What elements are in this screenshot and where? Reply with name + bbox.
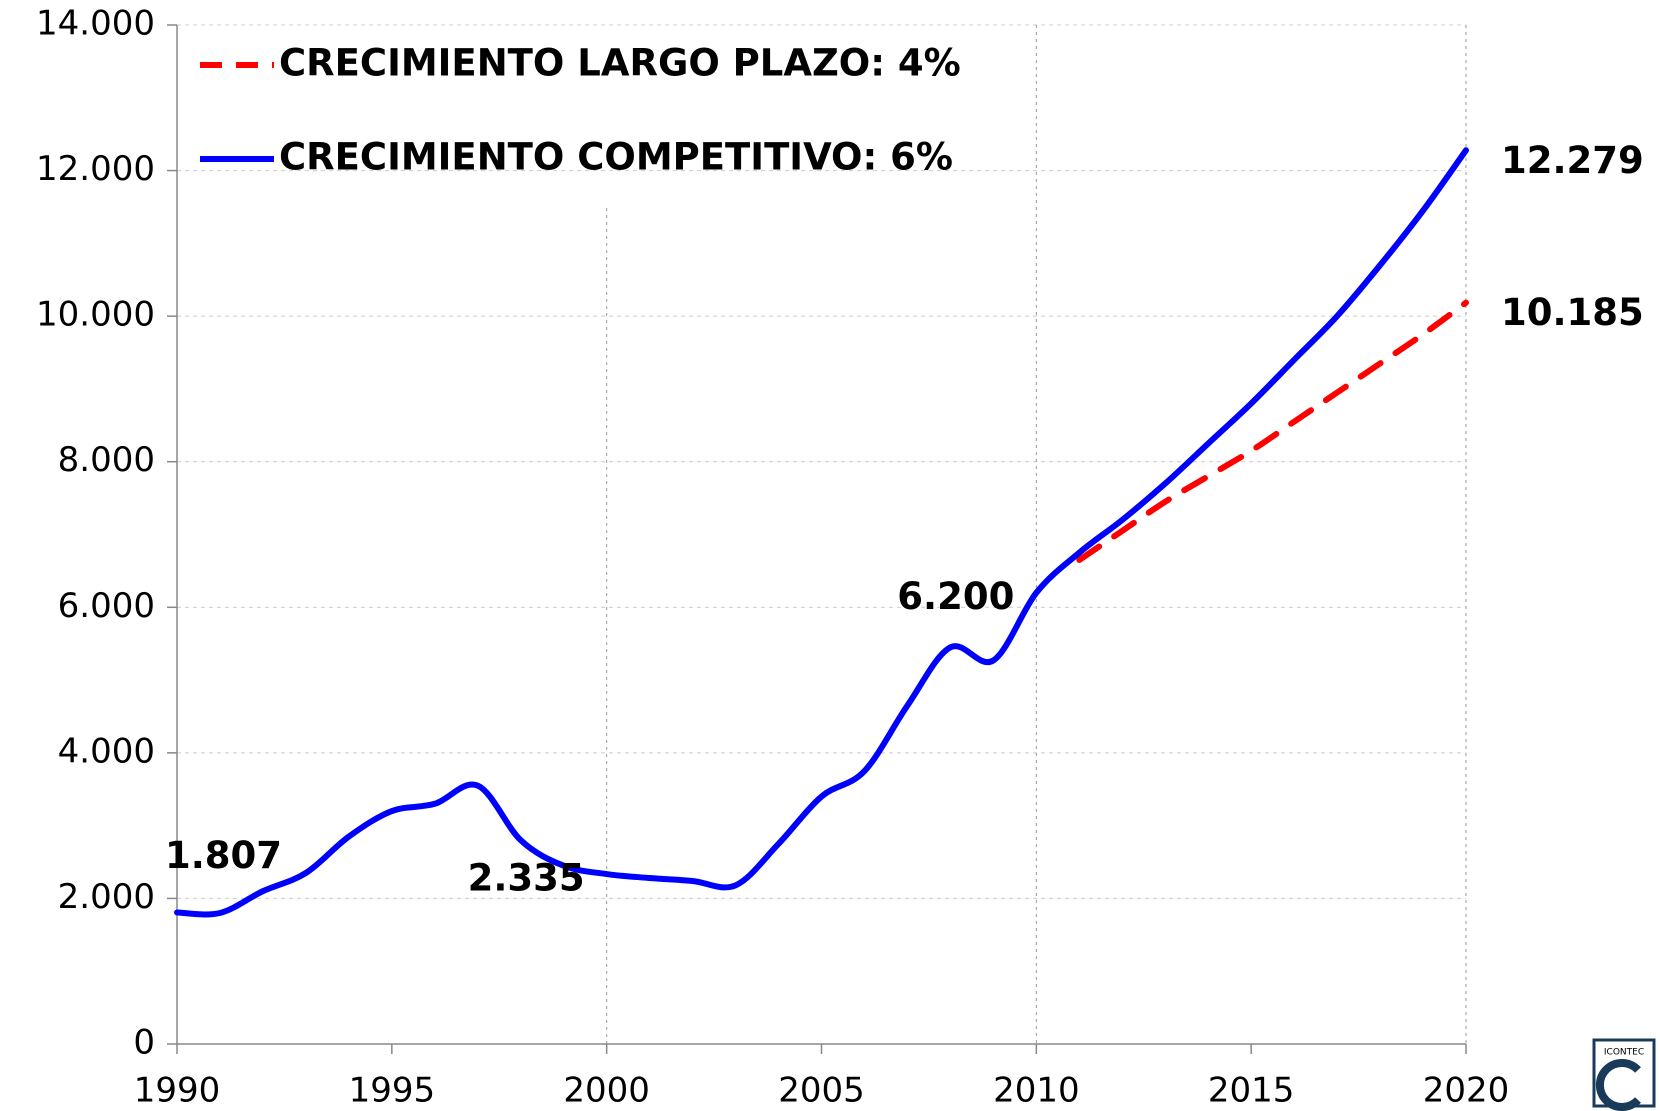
x-tick-label: 2020 xyxy=(1423,1071,1510,1111)
y-tick-label: 4.000 xyxy=(58,731,155,771)
legend-label: CRECIMIENTO LARGO PLAZO: 4% xyxy=(279,42,961,85)
x-tick-label: 2010 xyxy=(993,1071,1080,1111)
data-label: 6.200 xyxy=(897,575,1014,618)
y-tick-label: 12.000 xyxy=(36,149,155,189)
data-label: 2.335 xyxy=(468,857,585,900)
logo-text: ICONTEC xyxy=(1604,1048,1644,1058)
y-tick-label: 6.000 xyxy=(58,586,155,626)
logo-mark xyxy=(1595,1059,1641,1111)
y-tick-label: 2.000 xyxy=(58,877,155,917)
x-tick-label: 1990 xyxy=(134,1071,221,1111)
logo: ICONTEC xyxy=(1592,1038,1656,1111)
series-line xyxy=(1076,299,1469,563)
legend-label: CRECIMIENTO COMPETITIVO: 6% xyxy=(279,136,953,179)
y-tick-label: 10.000 xyxy=(36,295,155,335)
y-tick-label: 14.000 xyxy=(36,4,155,44)
data-label: 12.279 xyxy=(1501,139,1644,182)
data-label: 10.185 xyxy=(1501,291,1644,334)
x-tick-label: 2015 xyxy=(1208,1071,1295,1111)
series-line xyxy=(174,147,1469,918)
data-label: 1.807 xyxy=(165,834,282,877)
x-tick-label: 2000 xyxy=(563,1071,650,1111)
y-tick-label: 8.000 xyxy=(58,440,155,480)
x-tick-label: 2005 xyxy=(778,1071,865,1111)
y-tick-label: 0 xyxy=(133,1023,155,1063)
x-tick-label: 1995 xyxy=(349,1071,436,1111)
